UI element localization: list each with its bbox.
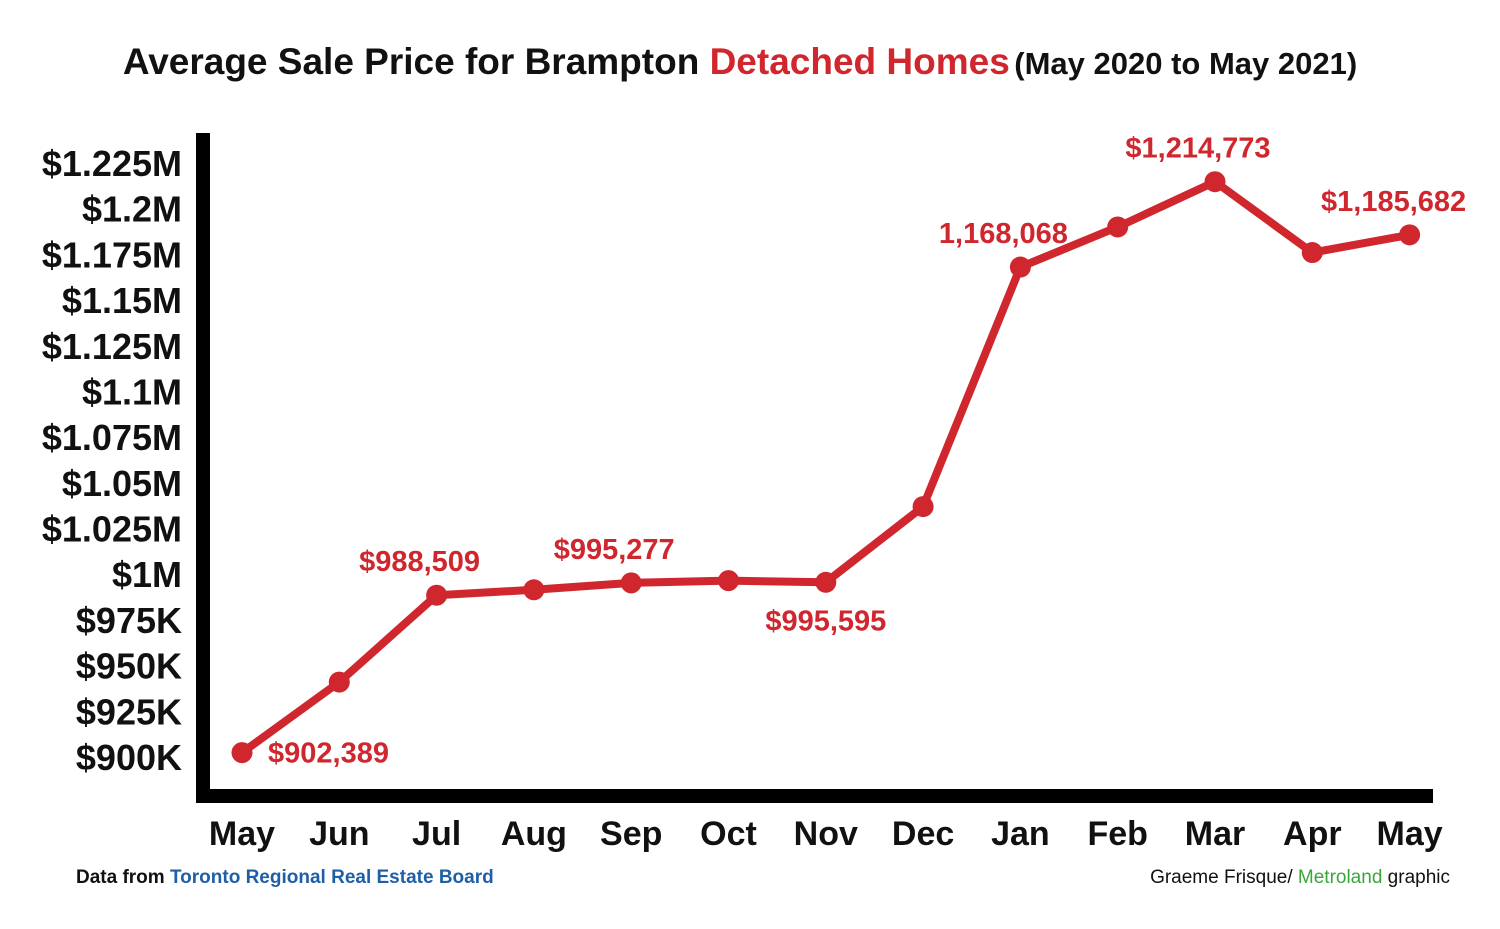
series [231,171,1421,764]
credit-prefix: Graeme Frisque/ [1150,867,1293,888]
data-point [620,572,642,594]
data-point [815,571,837,593]
y-tick-label: $1.2M [82,189,182,230]
data-point [1107,216,1129,238]
series-line [238,177,1414,757]
chart-title: Average Sale Price for Brampton Detached… [123,41,1357,82]
x-tick-label: Aug [501,815,567,853]
y-tick-label: $1.125M [42,326,182,367]
y-tick-label: $1.15M [62,280,182,321]
data-point [1204,171,1226,193]
x-tick-label: Mar [1185,815,1245,853]
credit-note: Graeme Frisque/ Metroland graphic [1150,867,1450,888]
y-tick-label: $1M [112,554,182,595]
y-tick-label: $1.075M [42,417,182,458]
x-tick-label: Jun [309,815,369,853]
data-point [523,579,545,601]
data-point [718,570,739,592]
data-label: $995,277 [554,534,675,566]
y-tick-labels: $900K $925K$950K $975K $1M$1.025M $1.05M $1.0… [42,143,182,778]
y-tick-label: $1.225M [42,143,182,184]
credit-brand: Metroland [1298,867,1383,888]
data-point [1301,242,1323,264]
y-tick-label: $1.05M [62,463,182,504]
data-labels: $902,389 $988,509 $995,277 $995,595 1,168,06… [268,133,1466,770]
x-tick-label: Nov [794,815,858,853]
x-tick-label: Jan [991,815,1050,853]
x-tick-label: Feb [1087,815,1147,853]
source-note: Data from Toronto Regional Real Estate B… [76,867,494,888]
data-label: $1,214,773 [1125,133,1270,165]
data-label: $902,389 [268,738,389,770]
data-label: $988,509 [359,546,480,578]
data-point [231,742,253,764]
x-tick-labels: May Jun Jul Aug Sep Oct Nov Dec Jan Feb Mar Apr May [209,815,1443,853]
y-tick-label: $1.025M [42,509,182,550]
x-tick-label: Apr [1283,815,1342,853]
y-tick-label: $900K [76,737,182,778]
data-point [1399,224,1421,246]
data-point [912,496,934,518]
y-tick-label: $1.1M [82,371,182,412]
x-tick-label: Oct [700,815,757,853]
data-label: $995,595 [765,605,886,637]
title-part-main: Average Sale Price for Brampton [123,41,710,82]
axes [196,133,1433,803]
x-tick-label: Sep [600,815,662,853]
y-tick-label: $975K [76,600,182,641]
source-prefix: Data from [76,867,170,888]
x-tick-label: Dec [892,815,954,853]
x-tick-label: Jul [412,815,461,853]
x-tick-label: May [209,815,275,853]
source-name: Toronto Regional Real Estate Board [170,867,494,888]
title-part-highlight: Detached Homes [710,41,1010,82]
y-tick-label: $950K [76,646,182,687]
data-point [1009,256,1031,278]
data-point [328,671,350,693]
y-tick-label: $925K [76,691,182,732]
data-point [426,584,448,606]
y-tick-label: $1.175M [42,234,182,275]
title-part-date-range: (May 2020 to May 2021) [1014,46,1357,81]
data-label: 1,168,068 [939,218,1068,250]
data-label: $1,185,682 [1321,186,1466,218]
credit-suffix: graphic [1388,867,1450,888]
x-tick-label: May [1377,815,1443,853]
